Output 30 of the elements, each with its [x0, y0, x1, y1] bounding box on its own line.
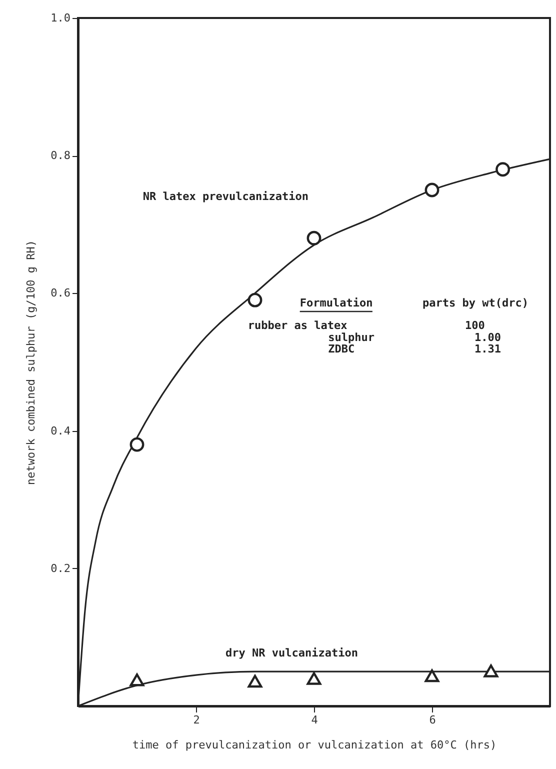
point	[130, 437, 144, 452]
annotation: 1.31	[474, 342, 502, 356]
point	[248, 292, 262, 308]
text: dry NR vulcanization	[226, 646, 358, 660]
annotation: 100	[465, 319, 485, 332]
y-tick-label: 1.0	[50, 12, 70, 24]
point	[424, 182, 440, 198]
y-tick-label: 0.2	[50, 562, 70, 575]
x-tick-label: 4	[311, 714, 318, 726]
point	[248, 674, 262, 688]
annotation: rubber as latex	[248, 319, 348, 332]
x-axis-title: time of prevulcanization or vulcanization at 60°C (hrs)	[132, 738, 497, 752]
point	[424, 669, 440, 682]
point	[306, 672, 322, 685]
annotation: 1.00	[474, 330, 501, 344]
y-axis-title: network combined sulphur (g/100 g RH)	[24, 240, 38, 486]
point	[130, 673, 144, 686]
x-tick-label: 2	[193, 714, 200, 726]
text: NR latex prevulcanization	[142, 190, 308, 203]
annotation: Formulation	[300, 296, 373, 310]
annotation: sulphur	[328, 330, 375, 344]
y-tick-label: 0.8	[50, 149, 70, 162]
point	[484, 664, 498, 678]
y-tick-label: 0.4	[50, 424, 71, 438]
annotation: ZDBC	[328, 342, 355, 356]
y-tick-label: 0.6	[50, 286, 70, 300]
x-tick-label: 6	[429, 714, 436, 726]
annotation: parts by wt(drc)	[422, 296, 529, 310]
point	[496, 162, 510, 177]
point	[306, 230, 322, 246]
